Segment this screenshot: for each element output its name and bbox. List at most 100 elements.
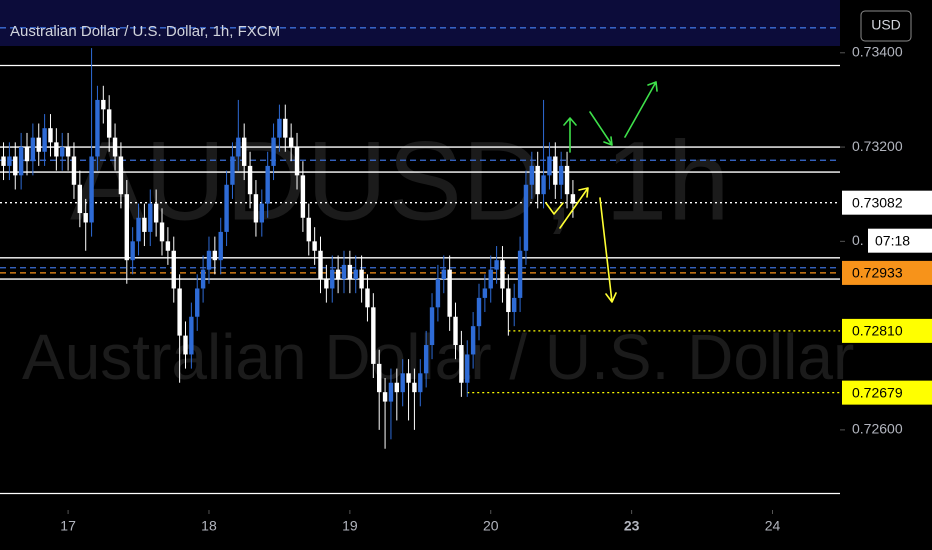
y-tick-label: 0.73400 [852,43,903,59]
candle-body [101,99,106,110]
candle-body [153,203,159,223]
candle-body [277,118,282,138]
candle-body [236,137,241,157]
price-label-box [842,260,932,285]
candle-body [218,231,223,261]
candle-body [24,147,30,162]
candle-body [148,203,153,232]
watermark-subtitle: Australian Dollar / U.S. Dollar [22,321,854,393]
candle-body [482,288,488,298]
x-tick-label: 20 [483,518,499,534]
candle-body [570,194,576,204]
candle-body [341,264,347,280]
candle-body [265,165,270,204]
candle-body [300,175,306,218]
candle-body [112,137,118,157]
candle-body [435,279,441,308]
currency[interactable]: USD [871,17,901,33]
candle-body [159,222,165,242]
candle-body [206,250,212,270]
arrow-down-right [589,111,613,146]
candle-body [535,165,540,195]
candle-body [71,156,77,185]
countdown: 07:18 [875,232,910,248]
candles [1,48,576,449]
candle-body [30,137,36,162]
candle-body [212,250,218,261]
levels [0,27,840,495]
candle-body [423,345,429,374]
candle-body [259,203,265,223]
candle-body [65,147,71,157]
candle-body [377,363,382,393]
y-tick-label: 0. [852,232,864,248]
candle-body [330,269,335,289]
top-band [0,0,840,46]
candle-body [230,156,235,185]
candle-body [271,137,276,166]
candle-body [224,184,229,232]
watermark-group: AUDUSD, 1h Australian Dollar / U.S. Doll… [22,119,854,393]
candle-body [371,307,376,364]
x-tick-label: 17 [60,518,76,534]
candle-body [183,335,188,355]
candle-body [283,118,288,138]
arrow-up-right [624,81,658,138]
candle-body [18,147,24,176]
candle-body [541,175,546,195]
candle-body [365,288,370,308]
candle-body [118,156,124,195]
candle-body [506,288,511,313]
candle-body [200,269,206,289]
candle-body [241,137,247,166]
x-tick-label: 18 [201,518,217,534]
annotations [545,81,658,303]
x-tick-label: 19 [342,518,358,534]
price-label-box [842,318,932,343]
candle-body [288,137,294,148]
watermark: AUDUSD, 1h [70,119,730,244]
x-tick-label: 23 [624,518,640,534]
countdown-box [868,228,932,253]
candle-body [447,269,452,317]
candle-body [406,373,411,383]
candle-body [441,269,446,280]
candle-body [136,217,141,242]
candle-body [130,241,135,261]
candle-body [547,156,552,176]
candle-body [382,392,388,402]
currency-box[interactable] [860,10,912,42]
candle-body [412,382,417,393]
candle-body [335,269,341,280]
candle-body [470,326,476,355]
candle-body [318,250,323,280]
candle-body [195,288,200,317]
arrow-up [563,117,577,153]
arrow-up-yellow [559,187,589,229]
candle-body [394,382,400,393]
candle-body [564,165,570,195]
candle-body [523,184,529,251]
candle-body [359,269,364,289]
price-label-box [842,380,932,405]
candle-body [512,297,517,313]
candle-body [500,260,505,289]
candle-body [13,156,18,176]
y-tick-label: 0.72600 [852,421,903,437]
candle-body [177,288,182,336]
candle-body [494,260,499,270]
candle-body [106,109,112,138]
candle-body [294,147,300,176]
candle-body [124,194,129,261]
candle-body [189,316,194,355]
price-axis: USD 0.73400 0.73200 0. 0.72600 0.73082 07:18 0… [840,10,932,437]
candle-body [488,269,493,289]
price-label: 0.72933 [852,265,903,281]
price-label: 0.72679 [852,384,903,400]
candle-body [306,217,311,242]
chart-title: Australian Dollar / U.S. Dollar, 1h, FXC… [10,23,280,40]
y-tick-label: 0.73200 [852,138,903,154]
candle-body [465,354,470,383]
